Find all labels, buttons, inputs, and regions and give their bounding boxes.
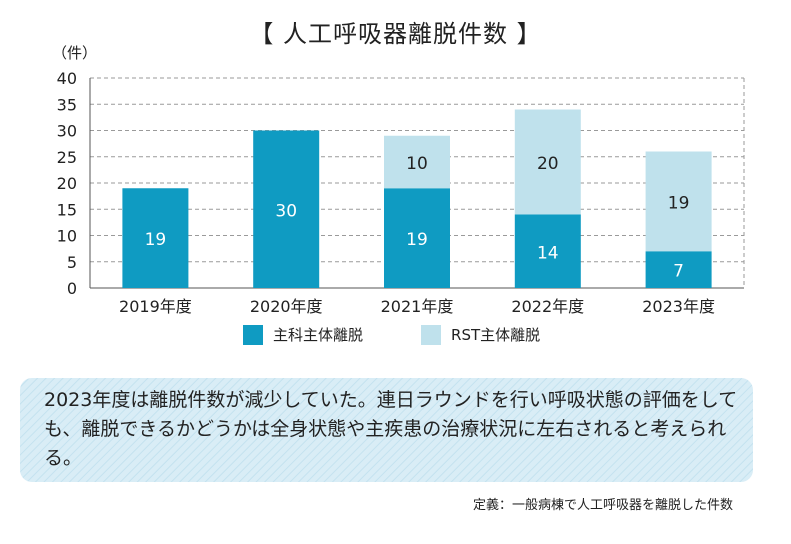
bar-rst	[384, 135, 450, 189]
note-text: 2023年度は離脱件数が減少していた。連日ラウンドを行い呼吸状態の評価をしても、…	[44, 389, 738, 469]
legend: 主科主体離脱 RST主体離脱	[243, 324, 598, 345]
y-tick-label: 10	[57, 227, 77, 246]
chart-title: 【 人工呼吸器離脱件数 】	[249, 20, 542, 48]
bar-main	[514, 214, 581, 288]
legend-label-rst: RST主体離脱	[451, 326, 541, 344]
y-unit-label: （件）	[52, 44, 97, 62]
legend-swatch-main	[243, 324, 263, 345]
bar-value-label: 14	[537, 243, 559, 263]
y-tick-label: 40	[57, 69, 77, 88]
y-tick-label: 25	[57, 148, 77, 167]
x-tick-label: 2021年度	[381, 297, 454, 316]
bar-value-label: 30	[275, 201, 297, 221]
bar-main	[384, 188, 450, 288]
definition-text: 定義：一般病棟で人工呼吸器を離脱した件数	[472, 498, 733, 513]
legend-item-main: 主科主体離脱	[243, 324, 363, 345]
y-tick-label: 15	[57, 200, 77, 219]
x-tick-label: 2020年度	[250, 297, 323, 316]
y-tick-label: 35	[57, 95, 77, 114]
bar-value-label: 10	[406, 154, 428, 174]
bar-main	[253, 130, 320, 288]
y-tick-label: 5	[67, 253, 77, 272]
x-tick-label: 2023年度	[642, 297, 715, 316]
y-tick-label: 30	[57, 122, 77, 141]
x-tick-label: 2022年度	[511, 297, 584, 316]
note-background	[20, 378, 753, 482]
note-box: 2023年度は離脱件数が減少していた。連日ラウンドを行い呼吸状態の評価をしても、…	[20, 378, 753, 482]
bar-value-label: 20	[537, 154, 559, 174]
legend-swatch-rst	[421, 324, 442, 345]
bar-rst	[514, 109, 581, 215]
bar-main	[122, 188, 189, 288]
y-tick-label: 0	[67, 279, 77, 298]
y-tick-label: 20	[57, 174, 77, 193]
bar-value-label: 19	[668, 193, 690, 213]
bar-value-label: 7	[673, 262, 684, 282]
x-tick-label: 2019年度	[119, 297, 192, 316]
bar-rst	[645, 151, 712, 252]
bar-main	[645, 251, 712, 288]
bar-value-label: 19	[145, 230, 167, 250]
legend-item-rst: RST主体離脱	[421, 324, 540, 345]
legend-label-main: 主科主体離脱	[273, 326, 364, 344]
bar-value-label: 19	[406, 230, 428, 250]
bar-chart: （件） 0 5 10 15 20 25 30 35 40 19 2019年度 30 2020年度 19 10 2…	[52, 44, 745, 316]
